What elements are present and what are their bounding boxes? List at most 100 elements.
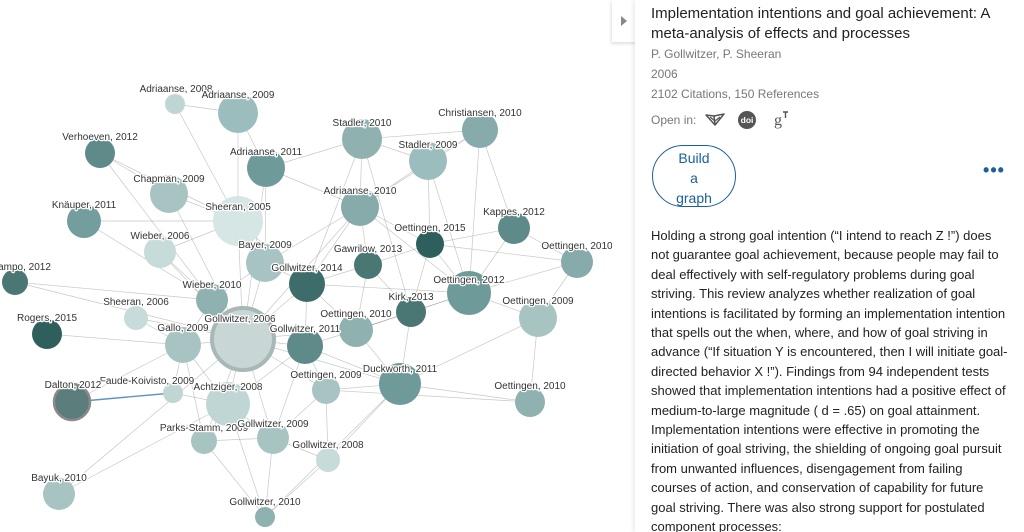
graph-node[interactable]: [150, 175, 188, 213]
graph-node-label: Gollwitzer, 2014: [271, 263, 343, 274]
graph-node-label: Dalton, 2012: [45, 380, 102, 391]
graph-node-label: Stadler, 2010: [333, 118, 392, 129]
graph-node[interactable]: [289, 266, 325, 302]
graph-node-label: Rogers, 2015: [17, 313, 77, 324]
graph-node[interactable]: [52, 382, 92, 422]
graph-node-label: Gawrilow, 2013: [334, 244, 403, 255]
graph-node[interactable]: [165, 94, 185, 114]
graph-node-label: Verhoeven, 2012: [62, 132, 138, 143]
graph-edge: [306, 138, 363, 285]
graph-node[interactable]: [191, 428, 217, 454]
graph-node-label: campo, 2012: [0, 262, 51, 273]
graph-node-label: Adriaanse, 2011: [230, 147, 303, 158]
graph-node[interactable]: [519, 299, 557, 337]
graph-node[interactable]: [218, 93, 258, 133]
graph-node[interactable]: [67, 204, 101, 238]
chevron-right-icon: [620, 16, 627, 26]
graph-node[interactable]: [165, 327, 201, 363]
graph-edge: [58, 338, 244, 495]
graph-node-label: Gollwitzer, 2010: [229, 497, 301, 508]
graph-node[interactable]: [341, 188, 379, 226]
graph-node[interactable]: [342, 119, 382, 159]
graph-node-label: Kappes, 2012: [483, 207, 545, 218]
graph-node[interactable]: [255, 507, 275, 527]
graph-node-label: Oettingen, 2009: [290, 370, 362, 381]
graph-node[interactable]: [257, 422, 289, 454]
graph-node[interactable]: [144, 236, 176, 268]
graph-node[interactable]: [462, 112, 498, 148]
google-scholar-icon[interactable]: g: [769, 108, 793, 132]
more-options-button[interactable]: •••: [983, 160, 1005, 180]
graph-node-label: Wieber, 2010: [183, 280, 242, 291]
graph-edge: [359, 206, 470, 294]
graph-node[interactable]: [43, 478, 75, 510]
semantic-scholar-icon[interactable]: [703, 108, 727, 132]
paper-title[interactable]: Implementation intentions and goal achie…: [651, 5, 990, 42]
graph-node-label: Bayer, 2009: [238, 240, 292, 251]
graph-node-label: Achtziger, 2008: [194, 382, 263, 393]
graph-node[interactable]: [416, 230, 444, 258]
graph-node[interactable]: [2, 269, 28, 295]
graph-node[interactable]: [206, 382, 250, 426]
graph-node[interactable]: [246, 244, 284, 282]
citation-graph[interactable]: Adriaanse, 2008 Adriaanse, 2009 Christians…: [0, 0, 612, 532]
graph-node[interactable]: [312, 376, 340, 404]
graph-node-label: Oettingen, 2010: [494, 381, 566, 392]
graph-edge: [71, 344, 184, 403]
build-graph-button[interactable]: Build a graph: [652, 145, 736, 207]
graph-node-label: Kirk, 2013: [388, 292, 433, 303]
collapse-panel-button[interactable]: [612, 0, 636, 43]
graph-edge: [14, 281, 213, 301]
graph-node[interactable]: [379, 363, 421, 405]
svg-text:g: g: [774, 112, 782, 129]
graph-node-label: Stadler, 2009: [399, 140, 458, 151]
graph-node-label: Gollwitzer, 2008: [292, 440, 364, 451]
paper-details-panel: Implementation intentions and goal achie…: [635, 0, 1024, 532]
graph-node[interactable]: [210, 306, 276, 372]
graph-node[interactable]: [124, 306, 148, 330]
graph-node[interactable]: [339, 313, 373, 347]
graph-node[interactable]: [287, 328, 323, 364]
graph-node-label: Gollwitzer, 2006: [204, 314, 276, 325]
graph-node[interactable]: [396, 297, 426, 327]
svg-text:doi: doi: [741, 115, 754, 125]
graph-node[interactable]: [316, 448, 340, 472]
graph-node-label: Gallo, 2009: [157, 323, 209, 334]
graph-node-label: Duckworth, 2011: [363, 364, 438, 375]
graph-node[interactable]: [561, 246, 593, 278]
graph-node[interactable]: [498, 212, 530, 244]
graph-edge: [361, 138, 412, 313]
graph-node-label: Adriaanse, 2010: [324, 186, 397, 197]
graph-node[interactable]: [354, 251, 382, 279]
doi-icon[interactable]: doi: [735, 108, 759, 132]
graph-nodes[interactable]: [2, 93, 593, 527]
graph-node-label: Adriaanse, 2009: [202, 90, 275, 101]
graph-edge: [264, 459, 329, 518]
graph-edge: [306, 283, 470, 294]
graph-node-label: Sheeran, 2005: [205, 202, 271, 213]
graph-edge: [427, 160, 470, 294]
paper-year: 2006: [651, 67, 678, 81]
graph-node[interactable]: [163, 383, 183, 403]
graph-node[interactable]: [409, 142, 447, 180]
graph-node[interactable]: [515, 387, 545, 417]
graph-node-label: Knäuper, 2011: [52, 200, 117, 211]
paper-authors[interactable]: P. Gollwitzer, P. Sheeran: [651, 47, 782, 61]
graph-node-label: Oettingen, 2009: [502, 296, 574, 307]
graph-node[interactable]: [213, 196, 263, 246]
graph-node[interactable]: [247, 149, 285, 187]
graph-node[interactable]: [32, 319, 62, 349]
graph-node-label: Oettingen, 2010: [320, 309, 392, 320]
graph-node-label: Faude-Koivisto, 2009: [100, 376, 195, 387]
paper-abstract: Holding a strong goal intention (“I inte…: [651, 228, 1008, 532]
graph-node[interactable]: [447, 271, 491, 315]
graph-edge: [429, 243, 578, 263]
paper-stats: 2102 Citations, 150 References: [651, 87, 820, 101]
graph-node[interactable]: [85, 138, 115, 168]
graph-edge: [399, 317, 539, 385]
graph-node-label: Gollwitzer, 2011: [270, 324, 341, 335]
graph-node[interactable]: [196, 284, 228, 316]
graph-edge: [46, 333, 184, 346]
